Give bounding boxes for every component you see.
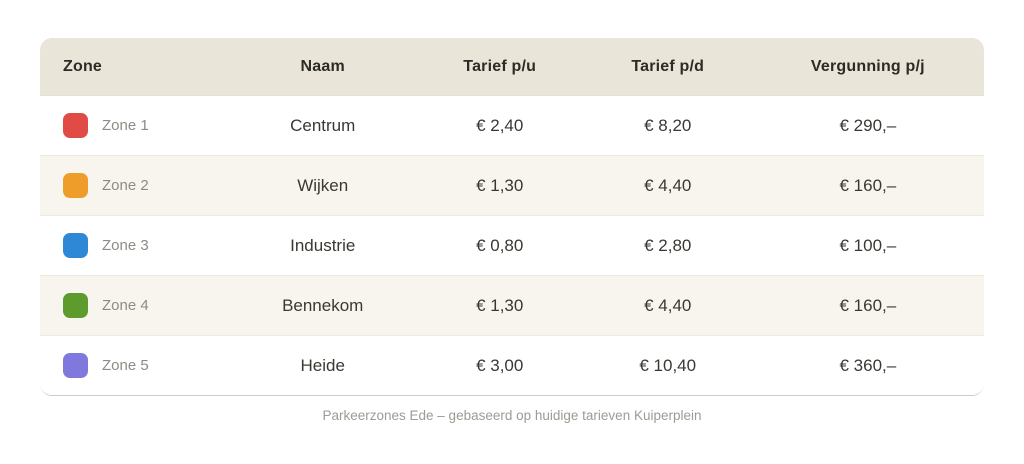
column-header-zone: Zone [63,57,103,75]
zone-cell: Zone 5 [40,353,230,378]
vergunning-pj-cell: € 290,– [839,115,897,135]
zone-label: Zone 4 [102,297,149,314]
zone-label: Zone 2 [102,177,149,194]
tarief-pu-cell: € 0,80 [476,235,524,255]
tarief-pd-cell: € 8,20 [644,115,692,135]
zone-2-color-swatch [63,173,88,198]
vergunning-pj-cell: € 100,– [839,235,897,255]
vergunning-pj-cell: € 160,– [839,175,897,195]
column-header-vergunning-pj: Vergunning p/j [810,57,925,75]
column-header-naam: Naam [300,57,345,75]
zone-4-color-swatch [63,293,88,318]
tarief-pd-cell: € 10,40 [639,355,697,375]
tarief-pd-cell: € 2,80 [644,235,692,255]
tarief-pu-cell: € 2,40 [476,115,524,135]
zone-3-color-swatch [63,233,88,258]
table-row-zone-2: Zone 2 Wijken € 1,30 € 4,40 € 160,– [40,155,984,215]
zone-cell: Zone 4 [40,293,230,318]
vergunning-pj-cell: € 160,– [839,295,897,315]
zone-label: Zone 5 [102,357,149,374]
naam-cell: Bennekom [282,295,364,315]
tarief-pd-cell: € 4,40 [644,175,692,195]
tarief-pu-cell: € 1,30 [476,175,524,195]
tarief-pu-cell: € 3,00 [476,355,524,375]
table-row-zone-5: Zone 5 Heide € 3,00 € 10,40 € 360,– [40,335,984,395]
parking-zones-table: Zone Naam Tarief p/u Tarief p/d Vergunni… [40,38,984,396]
table-row-zone-4: Zone 4 Bennekom € 1,30 € 4,40 € 160,– [40,275,984,335]
naam-cell: Wijken [297,175,349,195]
column-header-tarief-pu: Tarief p/u [463,57,537,75]
zone-cell: Zone 2 [40,173,230,198]
table-row-zone-1: Zone 1 Centrum € 2,40 € 8,20 € 290,– [40,95,984,155]
zone-5-color-swatch [63,353,88,378]
table-caption: Parkeerzones Ede – gebaseerd op huidige … [322,408,702,423]
tarief-pd-cell: € 4,40 [644,295,692,315]
table-row-zone-3: Zone 3 Industrie € 0,80 € 2,80 € 100,– [40,215,984,275]
zone-1-color-swatch [63,113,88,138]
naam-cell: Heide [300,355,345,375]
zone-label: Zone 1 [102,117,149,134]
zone-cell: Zone 1 [40,113,230,138]
zone-label: Zone 3 [102,237,149,254]
table-header-row: Zone Naam Tarief p/u Tarief p/d Vergunni… [40,38,984,95]
tarief-pu-cell: € 1,30 [476,295,524,315]
zone-cell: Zone 3 [40,233,230,258]
naam-cell: Industrie [290,235,356,255]
column-header-tarief-pd: Tarief p/d [631,57,705,75]
naam-cell: Centrum [290,115,356,135]
vergunning-pj-cell: € 360,– [839,355,897,375]
